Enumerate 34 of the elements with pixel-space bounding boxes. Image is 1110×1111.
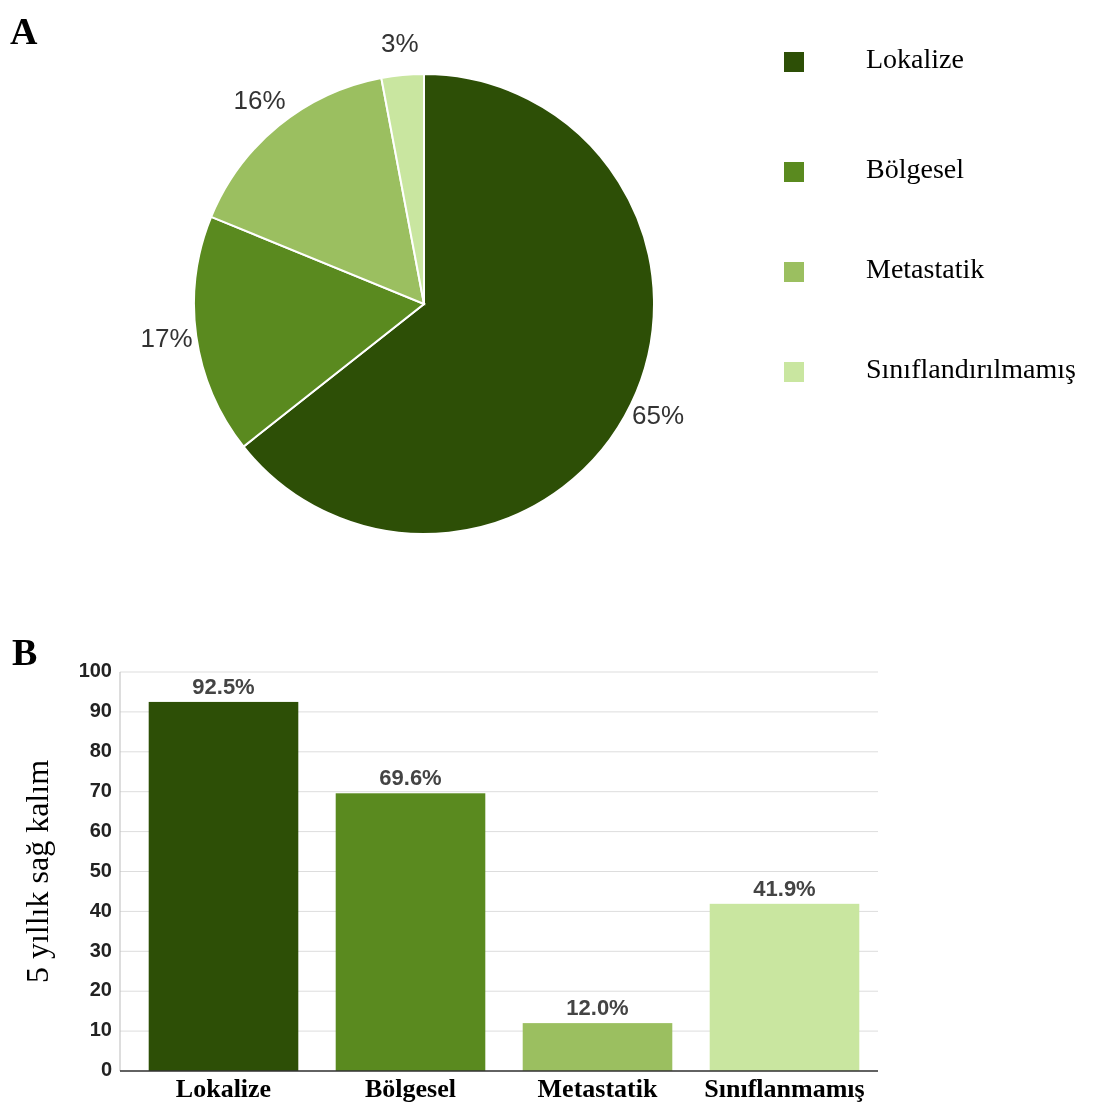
- data-label: 16%: [233, 85, 286, 116]
- x-tick-label: Bölgesel: [365, 1074, 456, 1103]
- y-tick-label: 0: [100, 1058, 112, 1081]
- x-tick-label: Metastatik: [537, 1074, 658, 1103]
- bar: [522, 1023, 673, 1071]
- y-tick-label: 100: [78, 659, 112, 682]
- legend-label: Bölgesel: [866, 153, 965, 185]
- chart-title: A: [10, 10, 38, 52]
- data-label: 12.0%: [566, 995, 629, 1021]
- data-label: 41.9%: [753, 875, 816, 901]
- data-label: 92.5%: [192, 673, 255, 699]
- y-tick-label: 90: [89, 699, 112, 722]
- chart-title: B: [12, 631, 38, 673]
- legend-label: Lokalize: [866, 43, 964, 75]
- x-tick-label: Sınıflanmamış: [704, 1074, 865, 1103]
- y-tick-label: 50: [89, 858, 112, 881]
- data-label: 69.6%: [379, 765, 442, 791]
- y-tick-label: 10: [89, 1018, 112, 1041]
- y-tick-label: 40: [89, 898, 112, 921]
- legend-label: Sınıflandırılmamış: [866, 353, 1076, 385]
- y-tick-label: 70: [89, 778, 112, 801]
- y-axis-title: 5 yıllık sağ kalım: [19, 759, 55, 984]
- bar: [335, 793, 486, 1071]
- y-tick-label: 80: [89, 739, 112, 762]
- bar: [148, 701, 299, 1071]
- x-tick-label: Lokalize: [175, 1074, 272, 1103]
- data-label: 65%: [631, 400, 685, 431]
- y-tick-label: 30: [89, 938, 112, 961]
- data-label: 3%: [380, 28, 419, 59]
- bar: [709, 903, 860, 1071]
- y-tick-label: 20: [89, 978, 112, 1001]
- legend-label: Metastatik: [866, 253, 985, 285]
- data-label: 17%: [140, 323, 193, 354]
- y-tick-label: 60: [89, 818, 112, 841]
